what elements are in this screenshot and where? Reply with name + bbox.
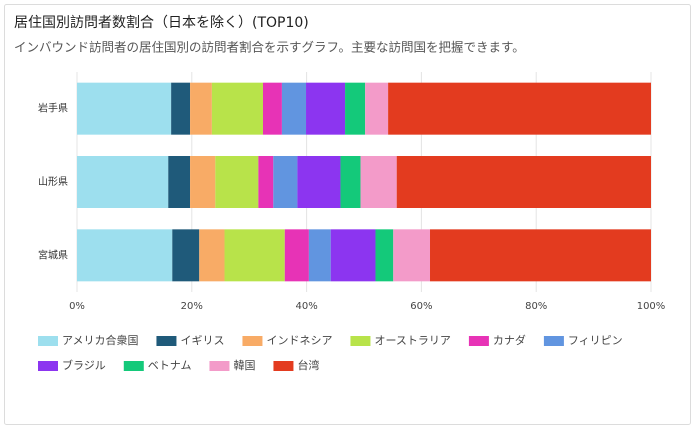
bar-segment [330, 229, 376, 282]
bar-segment [297, 156, 341, 208]
legend-label: ブラジル [62, 358, 106, 372]
bar-segment [224, 229, 285, 282]
chart-title: 居住国別訪問者数割合（日本を除く）(TOP10) [14, 14, 309, 31]
legend-label: イギリス [180, 334, 224, 347]
legend-swatch [156, 336, 177, 346]
bar-segment [211, 82, 263, 135]
y-tick-label: 宮城県 [38, 248, 68, 261]
x-tick-label: 80% [525, 301, 547, 312]
bar-segment [172, 229, 200, 282]
bar-segment [262, 82, 282, 135]
bar-segment [281, 82, 307, 135]
bar-segment [375, 229, 394, 282]
bar-segment [306, 82, 346, 135]
legend-label: インドネシア [266, 334, 332, 347]
x-tick-label: 40% [295, 301, 317, 312]
legend-label: フィリピン [568, 334, 623, 347]
bar-segment [77, 229, 173, 282]
legend-swatch [273, 361, 294, 371]
card [4, 4, 691, 425]
bar-segment [199, 229, 225, 282]
bar-segment [396, 156, 651, 208]
bar-segment [258, 156, 274, 208]
x-tick-label: 100% [637, 301, 666, 312]
x-tick-label: 20% [181, 301, 203, 312]
bar-segment [190, 156, 216, 208]
x-tick-label: 60% [410, 301, 432, 312]
legend-swatch [242, 336, 263, 346]
bar-segment [190, 82, 212, 135]
legend-swatch [543, 336, 564, 346]
bar-segment [284, 229, 309, 282]
bar-segment [215, 156, 259, 208]
bar-segment [345, 82, 366, 135]
legend-swatch [468, 336, 489, 346]
bar-segment [273, 156, 298, 208]
x-tick-label: 0% [69, 301, 85, 312]
bar-segment [77, 82, 172, 135]
bar-segment [393, 229, 431, 282]
bar-segment [77, 156, 169, 208]
bar-segment [388, 82, 651, 135]
legend-swatch [38, 336, 58, 346]
legend-swatch [350, 336, 371, 346]
bar-segment [340, 156, 361, 208]
bar-segment [168, 156, 191, 208]
chart-subtitle: インバウンド訪問者の居住国別の訪問者割合を示すグラフ。主要な訪問国を把握できます… [14, 40, 525, 55]
y-tick-label: 岩手県 [38, 102, 68, 115]
bar-segment [360, 156, 397, 208]
legend-label: 韓国 [233, 359, 255, 372]
bar-segment [430, 229, 651, 282]
legend-label: アメリカ合衆国 [62, 333, 138, 347]
legend-swatch [123, 361, 144, 371]
legend-swatch [38, 361, 58, 371]
legend-swatch [209, 361, 230, 371]
bar-segment [308, 229, 331, 282]
y-tick-label: 山形県 [38, 176, 68, 188]
legend-label: 台湾 [297, 358, 319, 372]
legend-label: カナダ [493, 333, 526, 347]
legend-label: オーストラリア [374, 334, 450, 347]
bar-segment [365, 82, 389, 135]
bar-segment [171, 82, 191, 135]
legend-label: ベトナム [148, 359, 192, 372]
